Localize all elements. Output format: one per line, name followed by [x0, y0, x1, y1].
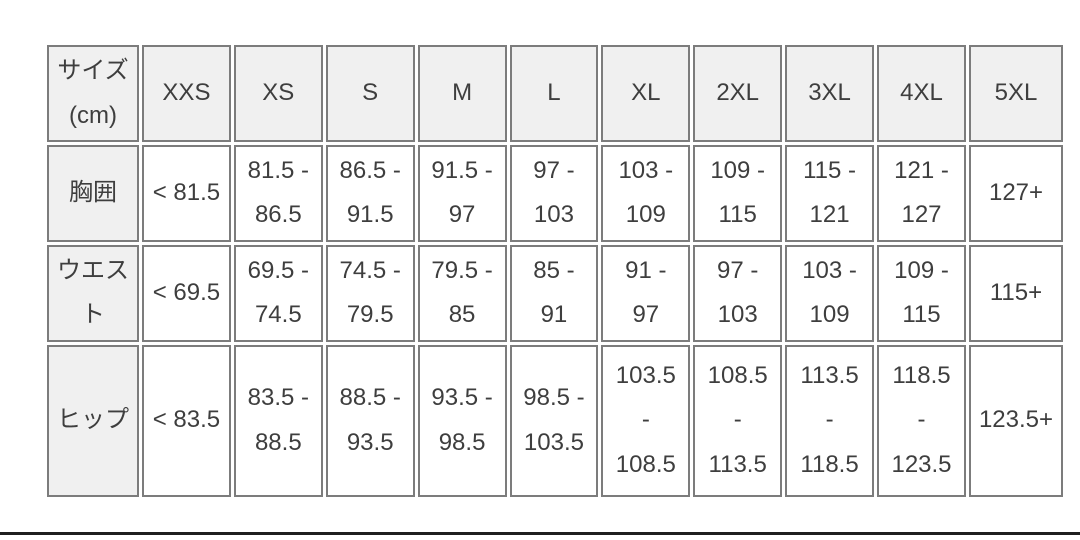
size-cell: 88.5 - 93.5 [325, 344, 415, 497]
size-chart-table: サイズ (cm) XXS XS S M L XL 2XL 3XL 4XL 5XL 胸囲 < 81.5… [44, 42, 1066, 500]
column-header-l: L [509, 45, 599, 142]
size-cell: 91.5 - 97 [417, 145, 507, 242]
size-cell: < 83.5 [142, 344, 231, 497]
size-cell: 118.5 - 123.5 [877, 344, 966, 497]
size-cell: 127+ [969, 145, 1063, 242]
size-cell: 103.5 - 108.5 [601, 344, 691, 497]
size-cell: 81.5 - 86.5 [233, 145, 323, 242]
size-cell: 109 - 115 [693, 145, 783, 242]
column-header-s: S [325, 45, 415, 142]
column-header-m: M [417, 45, 507, 142]
size-cell: 113.5 - 118.5 [785, 344, 874, 497]
column-header-3xl: 3XL [785, 45, 874, 142]
header-row: サイズ (cm) XXS XS S M L XL 2XL 3XL 4XL 5XL [47, 45, 1063, 142]
size-cell: 103 - 109 [785, 244, 874, 342]
size-cell: 121 - 127 [877, 145, 966, 242]
row-label: ウエスト [47, 244, 139, 342]
column-header-2xl: 2XL [693, 45, 783, 142]
column-header-xl: XL [601, 45, 691, 142]
bottom-divider [0, 532, 1080, 535]
size-cell: 97 - 103 [693, 244, 783, 342]
table-row: ウエスト < 69.5 69.5 - 74.5 74.5 - 79.5 79.5 - 8… [47, 244, 1063, 342]
column-header-xxs: XXS [142, 45, 231, 142]
corner-header: サイズ (cm) [47, 45, 139, 142]
column-header-xs: XS [233, 45, 323, 142]
size-cell: 115 - 121 [785, 145, 874, 242]
column-header-4xl: 4XL [877, 45, 966, 142]
size-cell: 69.5 - 74.5 [233, 244, 323, 342]
size-cell: 91 - 97 [601, 244, 691, 342]
size-cell: 93.5 - 98.5 [417, 344, 507, 497]
row-label: 胸囲 [47, 145, 139, 242]
size-cell: 79.5 - 85 [417, 244, 507, 342]
row-label: ヒップ [47, 344, 139, 497]
size-cell: 98.5 - 103.5 [509, 344, 599, 497]
table-row: ヒップ < 83.5 83.5 - 88.5 88.5 - 93.5 93.5 - 98… [47, 344, 1063, 497]
size-cell: 109 - 115 [877, 244, 966, 342]
size-cell: < 69.5 [142, 244, 231, 342]
size-cell: 108.5 - 113.5 [693, 344, 783, 497]
size-cell: 74.5 - 79.5 [325, 244, 415, 342]
column-header-5xl: 5XL [969, 45, 1063, 142]
table-row: 胸囲 < 81.5 81.5 - 86.5 86.5 - 91.5 91.5 - 97 9… [47, 145, 1063, 242]
size-cell: 123.5+ [969, 344, 1063, 497]
size-cell: 115+ [969, 244, 1063, 342]
size-cell: 97 - 103 [509, 145, 599, 242]
size-cell: 83.5 - 88.5 [233, 344, 323, 497]
size-cell: 85 - 91 [509, 244, 599, 342]
size-cell: 103 - 109 [601, 145, 691, 242]
size-cell: 86.5 - 91.5 [325, 145, 415, 242]
size-cell: < 81.5 [142, 145, 231, 242]
